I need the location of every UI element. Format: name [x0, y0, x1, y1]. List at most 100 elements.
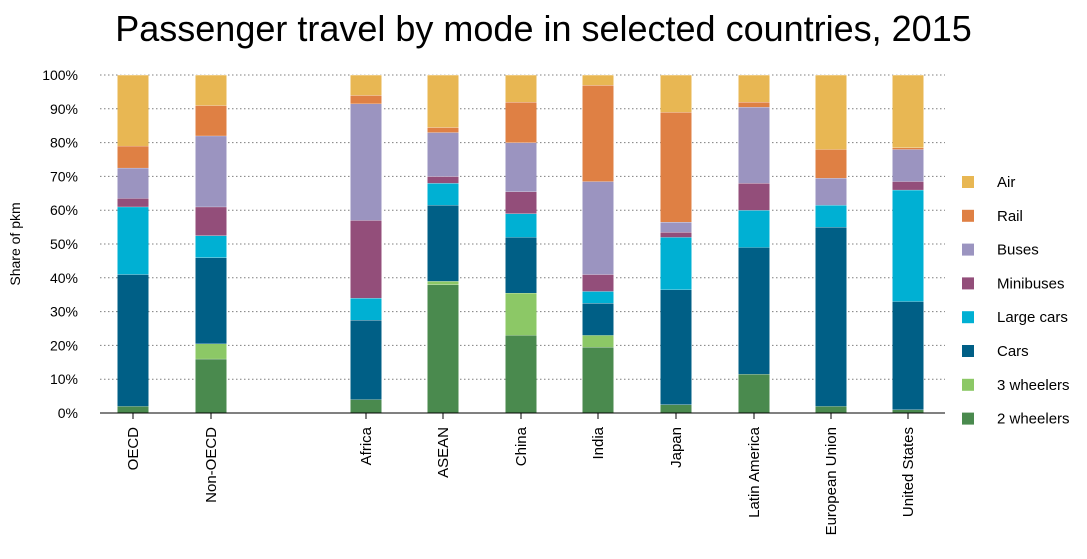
bar-segment	[738, 107, 770, 184]
bar-segment	[117, 406, 149, 413]
bar-segment	[738, 75, 770, 103]
legend-label: Large cars	[997, 309, 1068, 326]
category-label: Latin America	[746, 426, 763, 518]
bar-segment	[117, 75, 149, 146]
bar-segment	[815, 205, 847, 228]
category-label: ASEAN	[435, 427, 452, 478]
bar-segment	[350, 75, 382, 96]
bar-segment	[582, 75, 614, 86]
bar-segment	[815, 227, 847, 407]
bar-segment	[582, 291, 614, 304]
bar-segment	[738, 374, 770, 413]
bar-segment	[738, 247, 770, 375]
x-axis	[100, 412, 945, 419]
bar-segment	[660, 289, 692, 405]
bars	[117, 74, 924, 413]
bar-segment	[582, 347, 614, 413]
bar-segment	[350, 399, 382, 413]
y-tick-label: 10%	[50, 371, 78, 387]
bar-segment	[738, 183, 770, 211]
y-tick-label: 90%	[50, 101, 78, 117]
bar-segment	[195, 257, 227, 344]
bar-segment	[350, 220, 382, 299]
bar-segment	[660, 232, 692, 238]
y-tick-label: 50%	[50, 236, 78, 252]
y-tick-label: 30%	[50, 304, 78, 320]
legend-swatch	[962, 209, 974, 222]
bar-segment	[892, 301, 924, 410]
bar-segment	[117, 167, 149, 199]
bar-segment	[738, 210, 770, 248]
bar-segment	[815, 406, 847, 413]
bar-segment	[660, 404, 692, 413]
bar-segment	[195, 105, 227, 136]
category-labels: OECD Non-OECD Africa ASEAN China India Japan La…	[125, 426, 917, 535]
bar-segment	[427, 127, 459, 133]
bar-segment	[427, 75, 459, 128]
legend-swatch	[962, 311, 974, 324]
bar-segment	[892, 189, 924, 302]
y-tick-label: 0%	[58, 405, 78, 421]
legend-label: 2 wheelers	[997, 411, 1070, 428]
bar-segment	[427, 205, 459, 282]
y-tick-label: 40%	[50, 270, 78, 286]
bar-segment	[195, 135, 227, 207]
y-tick-label: 80%	[50, 135, 78, 151]
bar-segment	[738, 102, 770, 108]
legend: Air Rail Buses Minibuses Large cars Cars 3 whe…	[962, 174, 1070, 428]
category-label: Japan	[668, 427, 685, 468]
bar-segment	[660, 75, 692, 113]
bar-segment	[427, 183, 459, 206]
bar-segment	[117, 198, 149, 207]
category-label: OECD	[125, 427, 142, 471]
legend-swatch	[962, 277, 974, 290]
bar-segment	[892, 149, 924, 182]
legend-label: Buses	[997, 242, 1039, 259]
bar-segment	[892, 75, 924, 148]
bar-segment	[350, 320, 382, 400]
legend-label: Minibuses	[997, 275, 1065, 292]
bar-segment	[582, 335, 614, 348]
bar-segment	[427, 132, 459, 177]
bar-segment	[505, 293, 537, 336]
category-label: China	[513, 426, 530, 466]
legend-label: Rail	[997, 208, 1023, 225]
bar-segment	[505, 213, 537, 238]
y-tick-label: 60%	[50, 202, 78, 218]
bar-segment	[427, 284, 459, 413]
bar-segment	[582, 85, 614, 182]
bar-segment	[195, 206, 227, 236]
bar-segment	[350, 95, 382, 104]
bar-segment	[892, 181, 924, 190]
bar-segment	[505, 191, 537, 214]
bar-segment	[505, 335, 537, 413]
category-label: United States	[900, 427, 917, 517]
bar-segment	[195, 358, 227, 413]
bar-segment	[195, 343, 227, 359]
legend-swatch	[962, 412, 974, 425]
bar-segment	[660, 112, 692, 223]
bar-segment	[505, 102, 537, 143]
legend-label: Cars	[997, 343, 1029, 360]
legend-label: 3 wheelers	[997, 377, 1070, 394]
bar-segment	[427, 281, 459, 285]
bar-segment	[815, 178, 847, 206]
legend-swatch	[962, 345, 974, 357]
bar-segment	[582, 274, 614, 292]
bar-segment	[505, 237, 537, 294]
bar-segment	[582, 181, 614, 275]
gridlines	[100, 74, 945, 380]
y-axis-title: Share of pkm	[7, 202, 23, 285]
y-axis-ticks: 0% 10% 20% 30% 40% 50% 60% 70% 80% 90% 100%	[42, 67, 78, 421]
bar-segment	[660, 222, 692, 233]
bar-segment	[117, 145, 149, 168]
legend-swatch	[962, 243, 974, 256]
bar-segment	[892, 409, 924, 413]
bar-segment	[117, 274, 149, 407]
bar-segment	[195, 235, 227, 258]
legend-swatch	[962, 378, 974, 391]
bar-segment	[427, 176, 459, 184]
category-label: Non-OECD	[203, 427, 220, 503]
y-tick-label: 20%	[50, 337, 78, 353]
